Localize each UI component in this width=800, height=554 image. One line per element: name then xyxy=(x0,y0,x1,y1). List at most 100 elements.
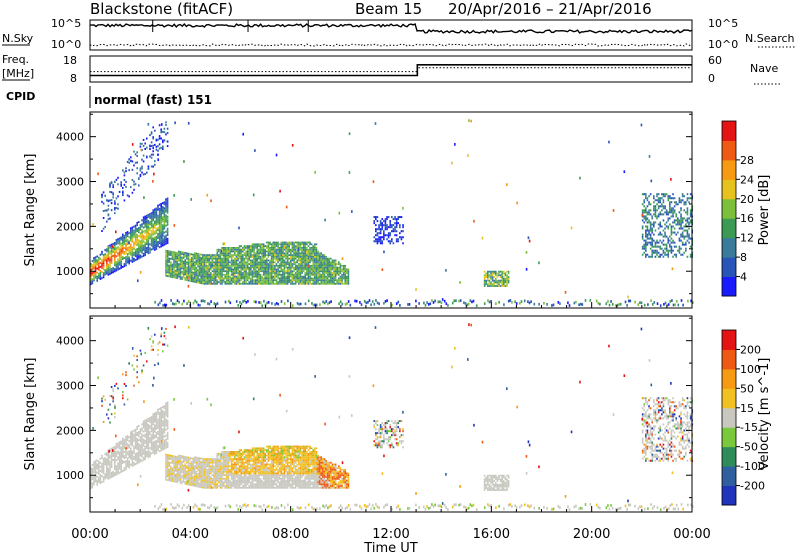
echo-cell xyxy=(224,282,227,285)
echo-cell xyxy=(174,275,177,277)
echo-cell xyxy=(102,274,105,277)
echo-cell xyxy=(182,274,185,277)
echo-cell xyxy=(134,242,137,245)
echo-cell xyxy=(689,209,692,212)
echo-cell xyxy=(641,203,644,206)
echo-cell xyxy=(667,199,670,202)
echo-cell xyxy=(224,264,227,267)
echo-cell xyxy=(136,258,138,261)
echo-cell xyxy=(291,273,294,276)
echo-cell xyxy=(653,221,655,224)
echo-cell xyxy=(112,397,114,400)
echo-cell xyxy=(653,233,655,236)
echo-cell xyxy=(93,467,95,470)
echo-cell xyxy=(125,450,127,453)
echo-cell xyxy=(206,259,209,262)
echo-cell xyxy=(187,300,190,303)
echo-cell xyxy=(238,266,241,269)
echo-cell xyxy=(133,433,135,436)
echo-cell xyxy=(117,472,119,475)
echo-cell xyxy=(163,445,166,448)
echo-cell xyxy=(184,466,187,469)
echo-cell xyxy=(488,285,491,287)
echo-cell xyxy=(102,464,105,467)
echo-cell xyxy=(333,264,335,267)
echo-cell xyxy=(163,219,166,222)
echo-cell xyxy=(286,252,289,255)
echo-cell xyxy=(285,254,287,256)
echo-cell xyxy=(677,219,679,222)
echo-cell xyxy=(142,440,145,443)
echo-cell xyxy=(251,273,254,276)
echo-cell xyxy=(234,270,236,273)
echo-cell xyxy=(222,247,225,249)
echo-cell xyxy=(651,241,654,244)
echo-cell xyxy=(661,225,663,228)
echo-cell xyxy=(317,255,319,258)
echo-cell xyxy=(184,260,187,263)
echo-cell xyxy=(645,247,647,250)
echo-cell xyxy=(122,233,124,236)
echo-cell xyxy=(278,254,281,256)
echo-cell xyxy=(166,415,169,418)
echo-cell xyxy=(258,268,260,271)
echo-cell xyxy=(645,217,647,220)
echo-cell xyxy=(125,452,127,455)
echo-cell xyxy=(507,299,510,303)
echo-cell xyxy=(198,267,201,270)
echo-cell xyxy=(161,236,163,239)
echo-cell xyxy=(160,447,162,450)
echo-cell xyxy=(275,270,278,273)
echo-cell xyxy=(224,254,227,256)
echo-cell xyxy=(378,236,380,239)
echo-cell xyxy=(325,263,327,265)
echo-cell xyxy=(102,268,105,271)
echo-cell xyxy=(373,240,376,243)
echo-cell xyxy=(186,472,188,475)
echo-cell xyxy=(309,243,311,246)
echo-cell xyxy=(304,248,307,251)
echo-cell xyxy=(270,261,273,264)
echo-cell xyxy=(165,274,167,277)
echo-cell xyxy=(686,235,689,238)
echo-cell xyxy=(267,252,270,255)
echo-cell xyxy=(115,178,118,181)
echo-cell xyxy=(379,220,382,223)
echo-cell xyxy=(163,227,166,230)
echo-cell xyxy=(130,243,132,246)
echo-cell xyxy=(283,281,286,283)
echo-cell xyxy=(224,270,227,273)
echo-cell xyxy=(99,465,102,468)
echo-cell xyxy=(213,281,215,283)
echo-cell xyxy=(133,243,135,246)
echo-cell xyxy=(237,304,240,307)
echo-cell xyxy=(138,241,140,244)
echo-cell xyxy=(315,261,318,264)
echo-cell xyxy=(339,275,342,278)
echo-cell xyxy=(226,248,228,251)
echo-cell xyxy=(216,259,219,262)
echo-cell xyxy=(158,411,161,414)
echo-cell xyxy=(338,302,340,306)
echo-cell xyxy=(139,232,142,235)
echo-cell xyxy=(347,282,350,285)
echo-cell xyxy=(680,199,682,202)
echo-cell xyxy=(133,447,135,450)
echo-cell xyxy=(662,255,665,258)
echo-cell xyxy=(275,153,278,157)
echo-cell xyxy=(211,270,214,273)
echo-cell xyxy=(186,263,188,265)
echo-cell xyxy=(659,231,662,234)
echo-cell xyxy=(163,421,166,424)
echo-cell xyxy=(166,253,169,256)
echo-cell xyxy=(163,213,166,216)
echo-cell xyxy=(267,259,270,262)
echo-cell xyxy=(307,281,310,283)
echo-cell xyxy=(163,427,166,430)
echo-cell xyxy=(176,468,179,471)
echo-cell xyxy=(290,270,292,273)
echo-cell xyxy=(299,270,302,273)
echo-cell xyxy=(315,259,318,262)
echo-cell xyxy=(645,209,647,212)
echo-cell xyxy=(114,268,116,271)
